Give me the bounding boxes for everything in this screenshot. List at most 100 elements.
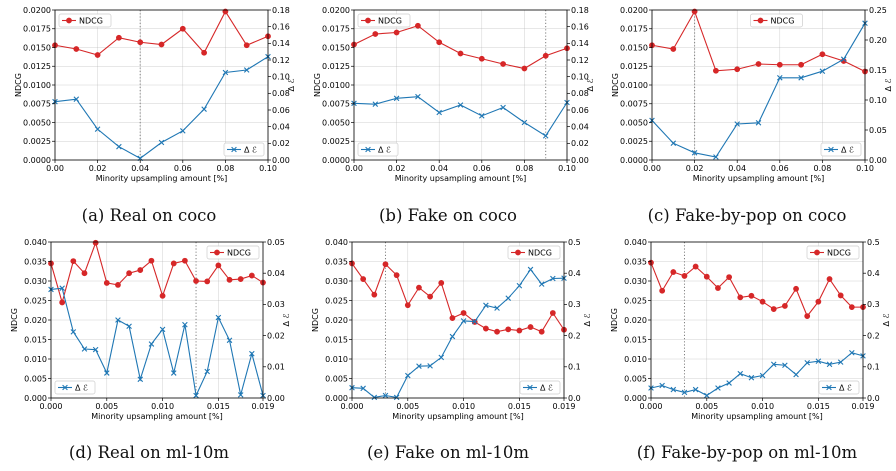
data-point-ndcg (394, 273, 399, 278)
y2-axis-label: Δ ℰ (282, 313, 291, 326)
y-tick-label: 0.0050 (620, 118, 648, 127)
y-tick-label: 0.030 (624, 277, 647, 286)
data-point-ndcg (820, 52, 825, 57)
data-point-ndcg (180, 26, 185, 31)
data-point-ndcg (517, 328, 522, 333)
y2-tick-label: 0.25 (869, 6, 887, 15)
data-point-ndcg (138, 40, 143, 45)
y2-tick-label: 0.18 (571, 6, 589, 15)
legend-ndcg: NDCG (751, 14, 803, 27)
x-tick-label: 0.08 (515, 164, 533, 173)
y-tick-label: 0.005 (24, 374, 47, 383)
data-point-ndcg (249, 273, 254, 278)
legend-label: NDCG (528, 248, 552, 257)
y-tick-label: 0.0000 (322, 156, 350, 165)
data-point-ndcg (799, 62, 804, 67)
y2-axis-label: Δ ℰ (884, 78, 893, 91)
y2-tick-label: 0.02 (571, 139, 589, 148)
data-point-ndcg (373, 31, 378, 36)
y-tick-label: 0.0075 (620, 100, 648, 109)
y2-tick-label: 0.04 (571, 122, 589, 131)
legend-label: Δ ℰ (839, 383, 852, 392)
y2-tick-label: 0.00 (272, 156, 290, 165)
data-point-ndcg (838, 293, 843, 298)
data-point-ndcg (727, 275, 732, 280)
data-point-ndcg (160, 293, 165, 298)
y-tick-label: 0.010 (24, 355, 47, 364)
data-point-ndcg (501, 61, 506, 66)
legend-marker (214, 250, 219, 255)
x-tick-label: 0.010 (151, 402, 174, 411)
y-axis-label: NDCG (611, 73, 620, 97)
y2-tick-label: 0.01 (267, 363, 285, 372)
data-point-ndcg (713, 68, 718, 73)
y-tick-label: 0.0200 (322, 6, 350, 15)
x-tick-label: 0.10 (259, 164, 277, 173)
y2-tick-label: 0.4 (568, 269, 581, 278)
y2-tick-label: 0.1 (568, 363, 581, 372)
y-tick-label: 0.035 (325, 257, 348, 266)
x-tick-label: 0.04 (131, 164, 149, 173)
y-tick-label: 0.020 (24, 316, 47, 325)
y-tick-label: 0.0000 (23, 156, 51, 165)
x-tick-label: 0.010 (452, 402, 475, 411)
x-tick-label: 0.10 (558, 164, 576, 173)
data-point-ndcg (205, 279, 210, 284)
y-tick-label: 0.015 (24, 335, 47, 344)
data-point-ndcg (827, 276, 832, 281)
y-tick-label: 0.015 (624, 335, 647, 344)
legend-delta: Δ ℰ (821, 143, 861, 156)
legend-delta: Δ ℰ (520, 381, 560, 394)
legend-delta: Δ ℰ (224, 143, 264, 156)
data-point-ndcg (60, 300, 65, 305)
y-tick-label: 0.0075 (322, 100, 350, 109)
data-point-ndcg (244, 43, 249, 48)
caption-f: (f) Fake-by-pop on ml-10m (598, 443, 896, 462)
y2-tick-label: 0.02 (267, 331, 285, 340)
data-point-ndcg (550, 310, 555, 315)
data-point-ndcg (394, 30, 399, 35)
y-tick-label: 0.0200 (620, 6, 648, 15)
data-point-ndcg (116, 35, 121, 40)
legend-label: NDCG (79, 16, 103, 25)
legend-label: NDCG (771, 16, 795, 25)
chart-c: 0.00 0.02 0.04 0.06 0.08 0.100.00000.00250.00… (611, 6, 893, 183)
x-tick-label: 0.019 (553, 402, 576, 411)
y2-tick-label: 0.2 (568, 331, 581, 340)
data-point-ndcg (849, 305, 854, 310)
y2-tick-label: 0.2 (867, 331, 880, 340)
chart-d: 0.000 0.005 0.010 0.015 0.0190.0000.0050.010… (10, 238, 291, 421)
data-point-ndcg (227, 277, 232, 282)
y-tick-label: 0.0175 (23, 25, 51, 34)
legend-label: NDCG (227, 248, 251, 257)
x-tick-label: 0.00 (643, 164, 661, 173)
data-point-ndcg (115, 282, 120, 287)
y-tick-label: 0.005 (624, 374, 647, 383)
x-tick-label: 0.019 (852, 402, 875, 411)
x-tick-label: 0.005 (95, 402, 118, 411)
data-point-ndcg (450, 315, 455, 320)
data-point-ndcg (671, 269, 676, 274)
caption-d: (d) Real on ml-10m (0, 443, 298, 462)
x-axis-label: Minority upsampling amount [%] (392, 412, 524, 421)
data-point-ndcg (760, 299, 765, 304)
y-tick-label: 0.0125 (620, 62, 648, 71)
y-tick-label: 0.025 (624, 296, 647, 305)
y-tick-label: 0.035 (624, 257, 647, 266)
data-point-ndcg (506, 327, 511, 332)
x-tick-label: 0.02 (686, 164, 704, 173)
y-tick-label: 0.015 (325, 335, 348, 344)
data-point-ndcg (805, 314, 810, 319)
legend-ndcg: NDCG (358, 14, 410, 27)
data-point-ndcg (660, 288, 665, 293)
y2-tick-label: 0.20 (869, 36, 887, 45)
y2-tick-label: 0.5 (867, 238, 880, 247)
legend-marker (66, 18, 71, 23)
data-point-ndcg (543, 53, 548, 58)
y-axis-label: NDCG (14, 73, 23, 97)
data-point-ndcg (479, 56, 484, 61)
y-axis-label: NDCG (313, 73, 322, 97)
y2-tick-label: 0.3 (867, 300, 880, 309)
y2-tick-label: 0.10 (869, 96, 887, 105)
legend-ndcg: NDCG (59, 14, 111, 27)
